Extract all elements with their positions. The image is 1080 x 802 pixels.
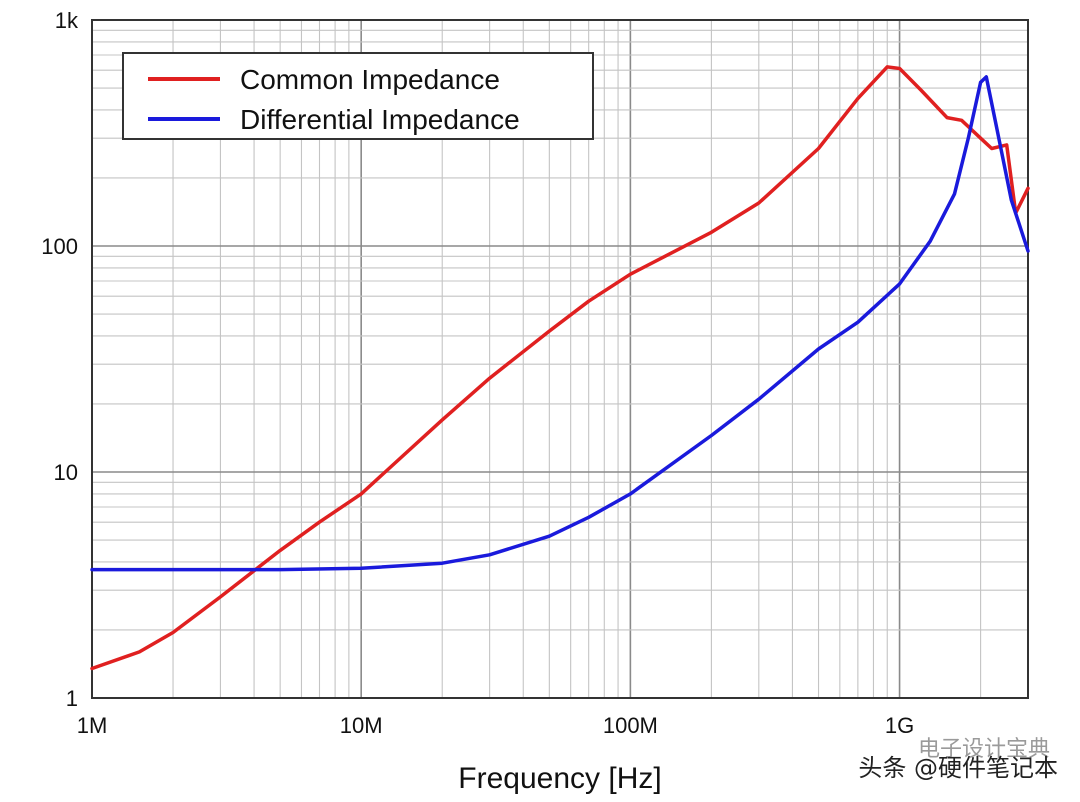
- y-tick-label: 100: [41, 234, 78, 259]
- series-lines: [90, 65, 1030, 671]
- x-tick-label: 1G: [885, 713, 914, 738]
- x-tick-label: 100M: [603, 713, 658, 738]
- legend-box: [122, 52, 594, 140]
- legend-label-differential: Differential Impedance: [240, 104, 520, 135]
- legend-label-common: Common Impedance: [240, 64, 500, 95]
- series-line-common-impedance: [90, 65, 1030, 671]
- plot-border: [91, 19, 1029, 699]
- x-tick-label: 1M: [77, 713, 108, 738]
- y-tick-label: 1k: [55, 8, 79, 33]
- y-tick-label: 10: [54, 460, 78, 485]
- legend: Common Impedance Differential Impedance: [122, 52, 594, 140]
- watermark-line1: 电子设计宝典: [918, 737, 1050, 762]
- series-line-differential-impedance: [90, 75, 1030, 572]
- x-axis-title: Frequency [Hz]: [458, 762, 661, 795]
- watermark: 电子设计宝典 头条 @硬件笔记本: [858, 737, 1058, 782]
- watermark-line2: 头条 @硬件笔记本: [858, 754, 1058, 782]
- x-tick-label: 10M: [340, 713, 383, 738]
- y-tick-label: 1: [66, 686, 78, 711]
- tick-labels: 1M 10M 100M 1G 1 10 100 1k: [41, 8, 914, 738]
